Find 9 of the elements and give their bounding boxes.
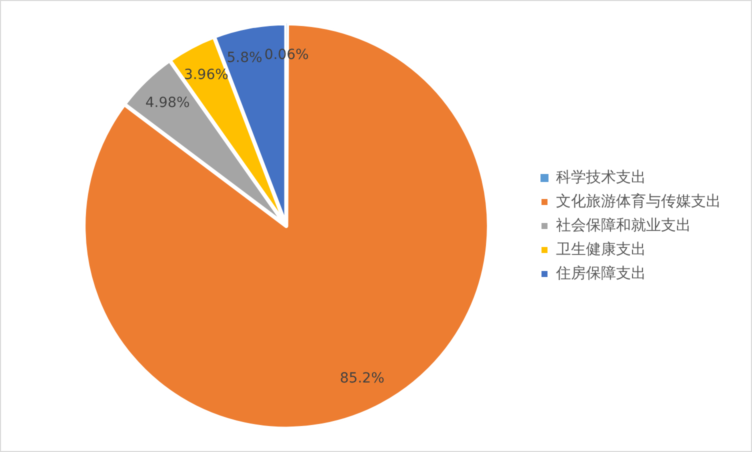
legend-label: 住房保障支出 — [555, 264, 646, 282]
data-label: 0.06% — [264, 47, 309, 64]
data-label: 85.2% — [340, 370, 384, 386]
data-label: 5.8% — [226, 50, 262, 66]
data-label: 4.98% — [145, 95, 190, 112]
legend-label: 文化旅游体育与传媒支出 — [556, 192, 721, 210]
legend-label: 科学技术支出 — [556, 168, 646, 186]
legend-label: 卫生健康支出 — [556, 240, 646, 258]
legend-label: 社会保障和就业支出 — [556, 216, 691, 234]
